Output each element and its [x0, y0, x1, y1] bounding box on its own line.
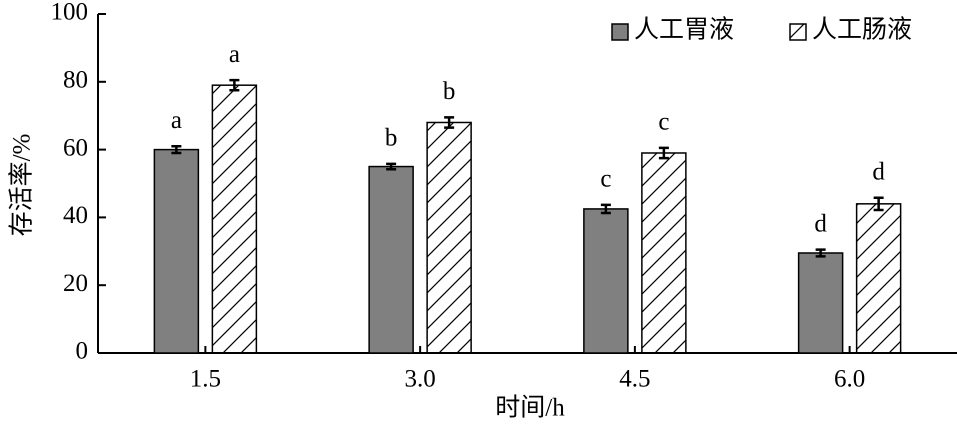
- significance-label: d: [814, 210, 827, 237]
- legend-label: 人工肠液: [812, 16, 912, 44]
- bar: [797, 252, 844, 354]
- x-tick-label: 6.0: [834, 366, 865, 393]
- bar: [583, 208, 629, 354]
- significance-label: d: [872, 158, 885, 185]
- y-tick-label: 100: [51, 0, 89, 26]
- y-tick-label: 20: [63, 270, 88, 297]
- bar: [426, 121, 472, 354]
- x-axis-label: 时间/h: [495, 394, 565, 422]
- error-bar: [386, 162, 397, 171]
- legend-swatch: [611, 23, 629, 41]
- significance-label: c: [600, 166, 611, 193]
- y-tick-label: 60: [63, 134, 88, 161]
- y-tick-label: 0: [76, 338, 89, 365]
- error-bar: [444, 116, 455, 129]
- significance-label: c: [658, 109, 669, 136]
- bar: [855, 203, 902, 354]
- error-bar: [229, 78, 240, 92]
- significance-label: a: [229, 41, 240, 68]
- error-bar: [600, 203, 611, 215]
- x-tick-label: 3.0: [405, 366, 436, 393]
- bar: [153, 148, 200, 354]
- bar: [211, 84, 258, 354]
- x-tick-label: 4.5: [619, 366, 650, 393]
- legend-label: 人工胃液: [634, 16, 734, 44]
- y-tick-label: 40: [63, 202, 88, 229]
- significance-label: b: [443, 78, 456, 105]
- error-bar: [658, 146, 669, 160]
- significance-label: a: [171, 107, 182, 134]
- y-tick-label: 80: [63, 67, 88, 94]
- y-axis-label: 存活率/%: [8, 134, 36, 237]
- x-tick-label: 1.5: [190, 366, 221, 393]
- bar: [641, 152, 687, 354]
- significance-label: b: [385, 125, 398, 152]
- bar: [368, 165, 414, 354]
- error-bar: [815, 248, 826, 258]
- error-bar: [873, 196, 884, 212]
- error-bar: [171, 144, 182, 155]
- legend-swatch: [789, 23, 807, 41]
